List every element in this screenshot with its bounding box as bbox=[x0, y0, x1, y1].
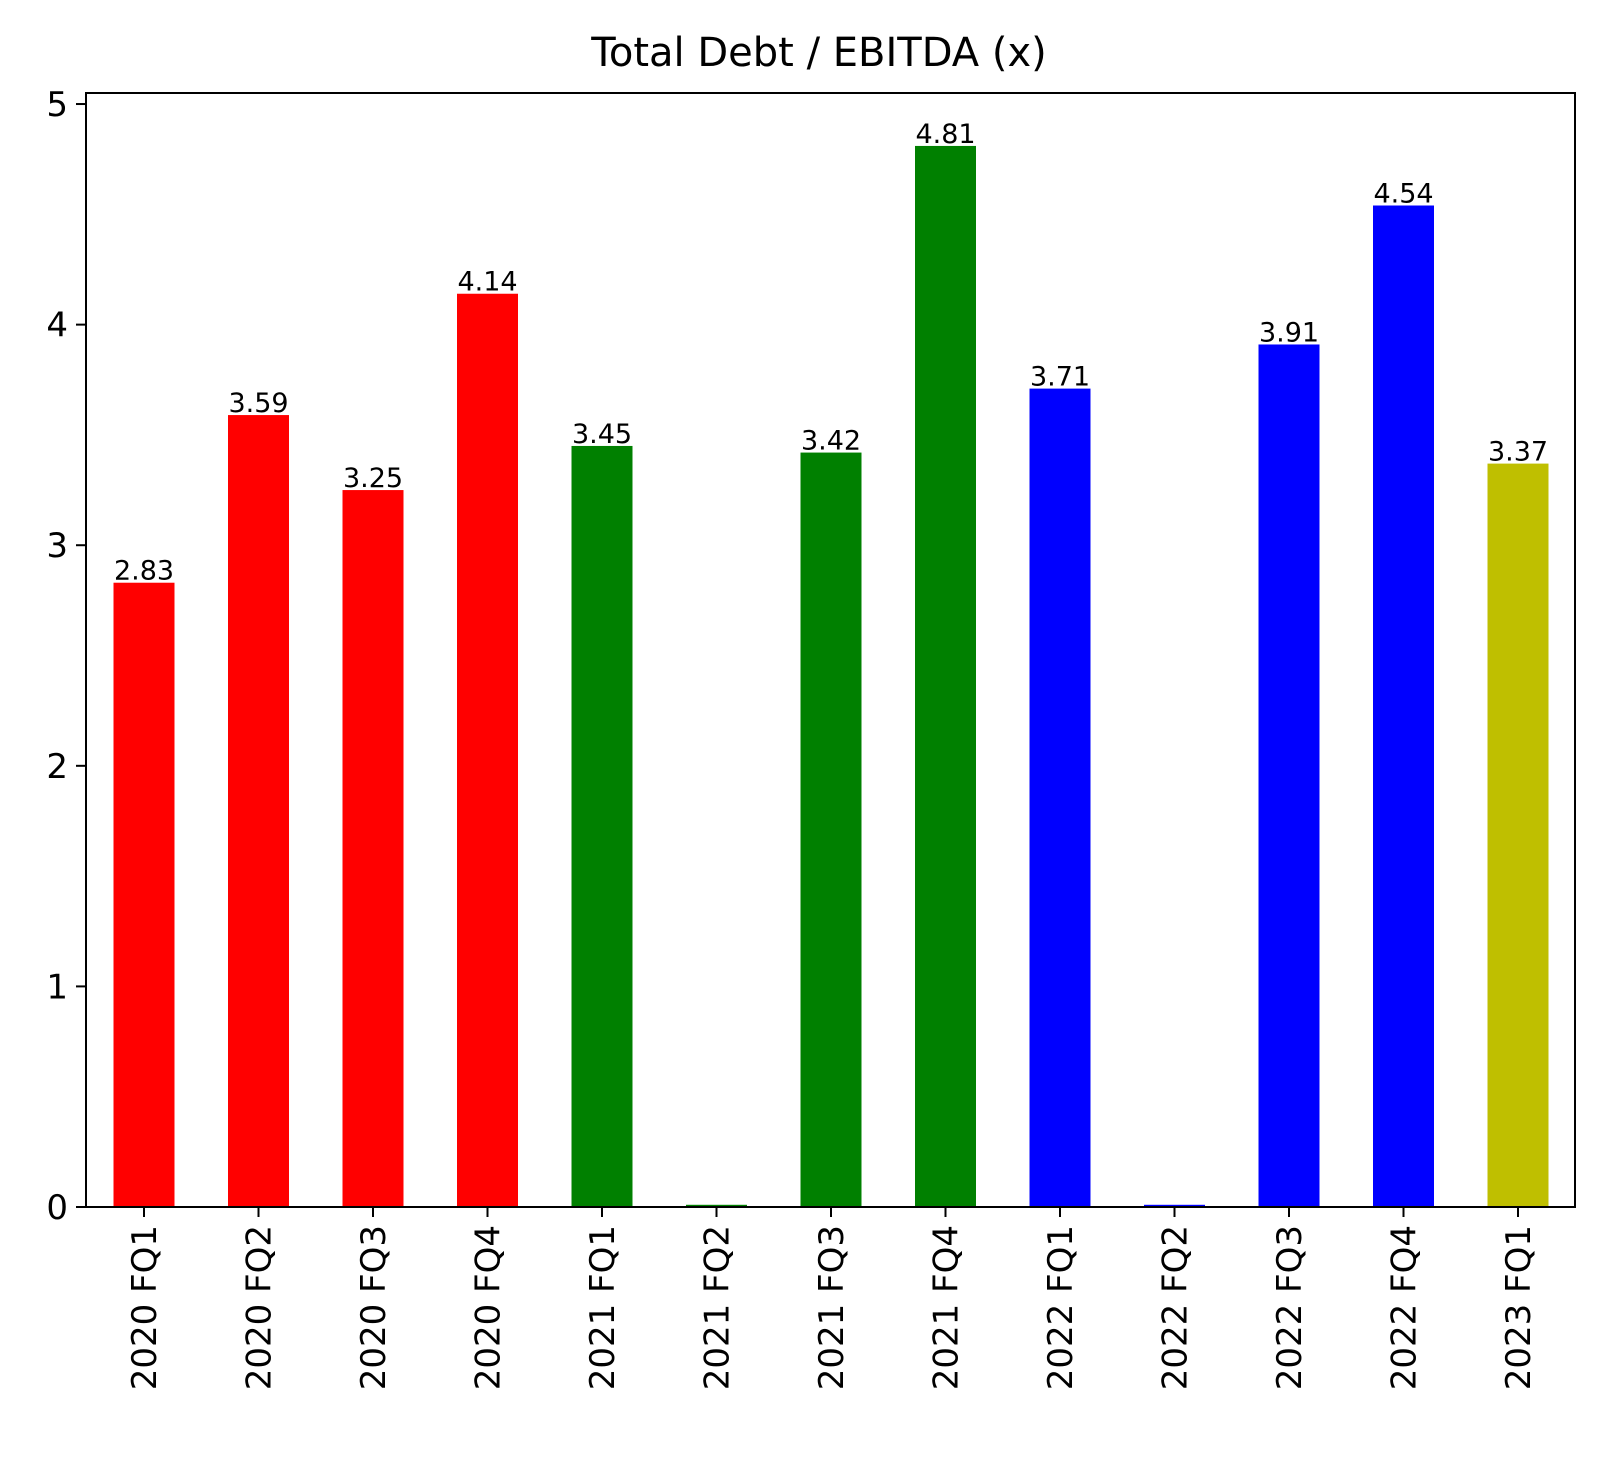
x-tick-label: 2022 FQ3 bbox=[1270, 1225, 1310, 1390]
x-tick-label: 2023 FQ1 bbox=[1499, 1225, 1539, 1390]
bar-value-label: 2.83 bbox=[114, 556, 174, 587]
x-tick-label: 2021 FQ3 bbox=[812, 1225, 852, 1390]
y-tick-label: 3 bbox=[46, 526, 68, 566]
plot-frame bbox=[85, 92, 1576, 1208]
bar-2022-fq3 bbox=[1258, 344, 1320, 1207]
y-tick-label: 0 bbox=[46, 1188, 68, 1228]
bar-2020-fq1 bbox=[113, 582, 175, 1207]
x-axis: 2020 FQ1 2020 FQ2 2020 FQ3 2020 FQ4 2021 FQ1… bbox=[125, 1207, 1539, 1390]
bar-value-label: 3.25 bbox=[343, 463, 403, 494]
x-tick-label: 2022 FQ4 bbox=[1385, 1225, 1425, 1390]
y-tick-label: 5 bbox=[46, 85, 68, 125]
bar-2021-fq3 bbox=[800, 452, 862, 1207]
x-tick-label: 2020 FQ1 bbox=[125, 1225, 165, 1390]
bar-2020-fq4 bbox=[457, 293, 518, 1207]
bar-value-label: 4.81 bbox=[915, 119, 975, 150]
bars-group bbox=[113, 145, 1549, 1207]
bar-value-label: 3.37 bbox=[1488, 437, 1548, 468]
bar-2022-fq2 bbox=[1144, 1204, 1205, 1207]
bar-value-label: 3.59 bbox=[228, 388, 288, 419]
value-labels-group: 2.83 3.59 3.25 4.14 3.45 3.42 4.81 3.71 3.91 4.54… bbox=[114, 119, 1548, 587]
bar-2021-fq2 bbox=[686, 1204, 747, 1207]
x-tick-label: 2022 FQ2 bbox=[1156, 1225, 1196, 1390]
y-tick-label: 4 bbox=[46, 306, 68, 346]
x-tick-label: 2021 FQ2 bbox=[698, 1225, 738, 1390]
bar-2022-fq4 bbox=[1373, 205, 1434, 1207]
bar-2023-fq1 bbox=[1487, 463, 1549, 1207]
y-tick-label: 1 bbox=[46, 967, 68, 1007]
bar-value-label: 4.54 bbox=[1373, 179, 1433, 210]
bar-value-label: 3.45 bbox=[572, 419, 632, 450]
y-axis: 0 1 2 3 4 5 bbox=[46, 85, 86, 1228]
bar-value-label: 4.14 bbox=[457, 267, 517, 298]
x-tick-label: 2020 FQ3 bbox=[354, 1225, 394, 1390]
bar-2021-fq1 bbox=[571, 445, 633, 1207]
chart-title: Total Debt / EBITDA (x) bbox=[590, 30, 1047, 76]
x-tick-label: 2021 FQ1 bbox=[583, 1225, 623, 1390]
x-tick-label: 2020 FQ2 bbox=[240, 1225, 280, 1390]
bar-2020-fq3 bbox=[342, 490, 404, 1207]
y-tick-label: 2 bbox=[46, 747, 68, 787]
bar-2022-fq1 bbox=[1029, 388, 1091, 1207]
bar-2021-fq4 bbox=[915, 145, 976, 1207]
x-tick-label: 2020 FQ4 bbox=[469, 1225, 509, 1390]
bar-value-label: 3.71 bbox=[1030, 362, 1090, 393]
bar-2020-fq2 bbox=[228, 415, 289, 1207]
bar-value-label: 3.42 bbox=[801, 426, 861, 457]
bar-value-label: 3.91 bbox=[1259, 317, 1319, 348]
x-tick-label: 2022 FQ1 bbox=[1041, 1225, 1081, 1390]
x-tick-label: 2021 FQ4 bbox=[927, 1225, 967, 1390]
